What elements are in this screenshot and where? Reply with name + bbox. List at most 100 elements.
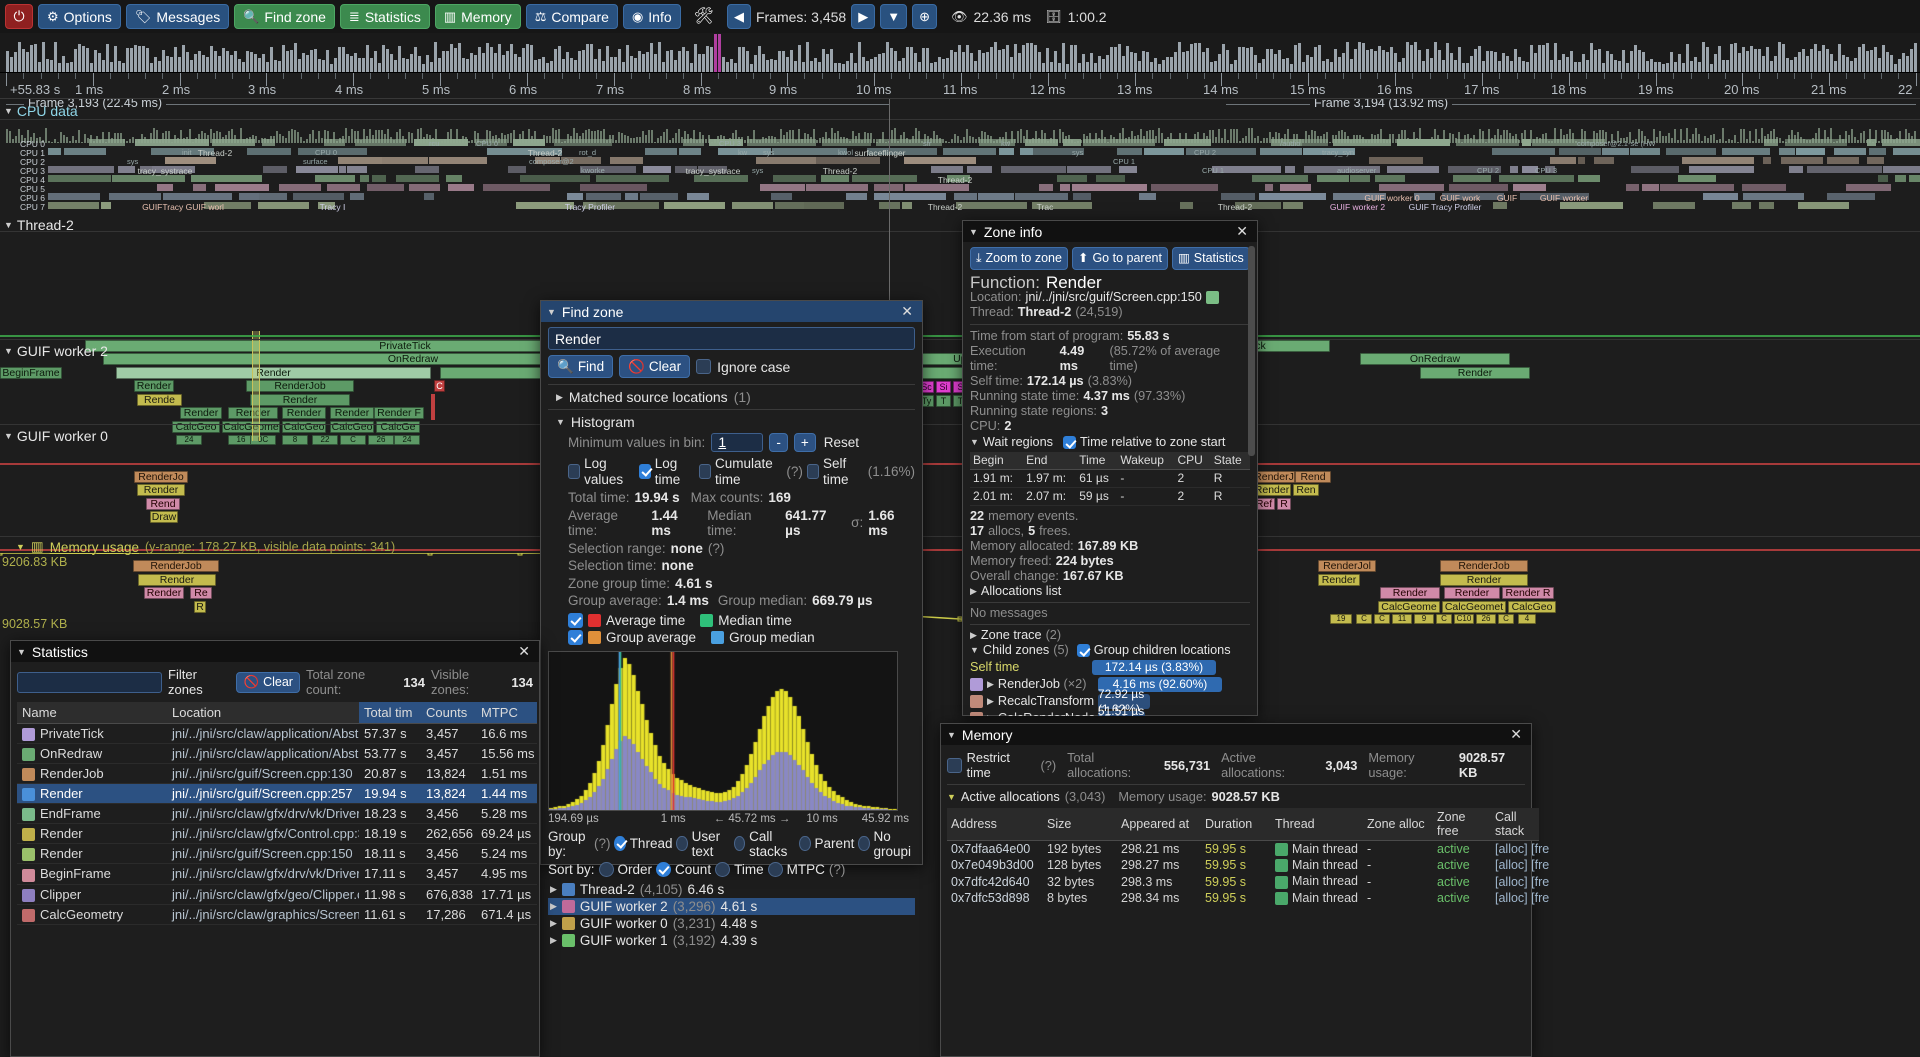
cpu-band[interactable] <box>1453 175 1491 182</box>
timeline-zone-small[interactable]: C <box>1498 614 1514 624</box>
memory-row[interactable]: 0x7dfc53d898 8 bytes 298.34 ms 59.95 s Main … <box>947 890 1549 906</box>
timeline-zone[interactable]: Render <box>134 380 174 392</box>
cpu-band[interactable] <box>1397 139 1450 146</box>
cpu-band[interactable] <box>1742 184 1786 191</box>
cpu-band[interactable] <box>513 139 545 146</box>
find-zone-button[interactable]: 🔍 Find zone <box>234 4 335 29</box>
restrict-time-checkbox[interactable] <box>947 757 962 773</box>
cpu-band[interactable] <box>1878 175 1888 182</box>
zone-location-cell[interactable]: jni/../jni/src/claw/gfx/Control.cpp:346 <box>167 823 359 845</box>
caret-right-icon[interactable]: ▶ <box>987 711 994 716</box>
caret-right-icon[interactable]: ▶ <box>550 883 557 894</box>
memory-usage-graph[interactable]: ▼ ▥ Memory usage (y-range: 178.27 KB, vi… <box>0 539 1920 635</box>
find-zone-group-row[interactable]: ▶ Thread-2 (4,105) 6.46 s <box>548 881 915 898</box>
cumulate-time-hint[interactable]: (?) <box>786 463 803 479</box>
cpu-band[interactable] <box>1235 202 1281 209</box>
cpu-band[interactable] <box>771 193 792 200</box>
options-button[interactable]: ⚙ Options <box>38 4 121 29</box>
close-icon[interactable]: ✕ <box>901 303 913 319</box>
cpu-band[interactable] <box>1387 166 1439 173</box>
timeline-zone-small[interactable]: C <box>1436 614 1452 624</box>
sort-by-mtpc-radio[interactable] <box>767 861 783 877</box>
memory-table-header[interactable]: Address Size Appeared at Duration Thread Zone… <box>947 808 1539 841</box>
info-button[interactable]: ◉ Info <box>622 4 681 29</box>
cpu-band[interactable] <box>1350 175 1370 182</box>
cpu-band[interactable] <box>1550 157 1576 164</box>
center-view-button[interactable]: ⊕ <box>912 4 937 29</box>
find-zone-search-input[interactable]: Render <box>548 327 915 350</box>
tools-button[interactable]: 🛠 <box>686 4 722 29</box>
timeline-zone[interactable]: R <box>1277 498 1291 510</box>
timeline-zone[interactable]: Render <box>1444 587 1500 599</box>
cpu-band[interactable] <box>683 139 704 146</box>
section-guif-worker-2[interactable]: ▼ GUIF worker 2 <box>4 343 108 359</box>
timeline-zone[interactable]: Render <box>1253 484 1291 496</box>
caret-right-icon[interactable]: ▶ <box>987 696 994 706</box>
statistics-row[interactable]: RenderJob jni/../jni/src/guif/Screen.cpp:… <box>17 763 537 785</box>
cpu-band[interactable] <box>904 157 976 164</box>
cpu-band[interactable] <box>821 175 849 182</box>
reset-button[interactable]: Reset <box>823 434 859 450</box>
group-by-no-grouping-radio[interactable] <box>858 836 870 851</box>
cpu-band[interactable] <box>48 202 99 209</box>
zone-location-cell[interactable]: jni/../jni/src/claw/application/Abstract… <box>167 723 359 745</box>
cpu-band[interactable] <box>1001 166 1066 173</box>
cpu-band[interactable] <box>296 166 338 173</box>
go-to-parent-button[interactable]: ⬆ Go to parent <box>1071 247 1168 270</box>
cpu-band[interactable] <box>874 193 946 200</box>
cpu-band[interactable] <box>874 184 903 191</box>
cpu-band[interactable] <box>1493 202 1507 209</box>
cpu-band[interactable] <box>1139 193 1156 200</box>
caret-down-icon[interactable]: ▼ <box>970 437 979 447</box>
cpu-band[interactable] <box>152 166 195 173</box>
timeline-zone[interactable]: RenderJ <box>1253 471 1295 483</box>
cpu-band[interactable] <box>1779 148 1795 155</box>
memory-address-cell[interactable]: 0x7dfaa64e00 <box>951 842 1031 857</box>
timeline-zone-small[interactable]: C10 <box>1454 614 1474 624</box>
caret-down-icon[interactable]: ▼ <box>969 226 978 237</box>
timeline-zone[interactable]: Render <box>1440 574 1528 586</box>
cpu-band[interactable] <box>259 193 287 200</box>
cpu-band[interactable] <box>943 148 996 155</box>
cpu-band[interactable] <box>1096 175 1125 182</box>
cpu-band[interactable] <box>263 166 287 173</box>
zone-info-window[interactable]: ▼ Zone info ✕ ⤓ Zoom to zone ⬆ Go to paren… <box>962 220 1258 716</box>
cpu-band[interactable] <box>1867 157 1884 164</box>
frame-header[interactable]: Frame 3,193 (22.45 ms) <box>6 99 890 113</box>
timeline-zone-small[interactable]: Si <box>936 381 951 393</box>
close-icon[interactable]: ✕ <box>1236 223 1248 239</box>
cpu-band[interactable] <box>1186 148 1256 155</box>
cpu-band[interactable] <box>1759 202 1774 209</box>
cpu-band[interactable] <box>1642 184 1659 191</box>
timeline-zone[interactable]: Rende <box>137 394 182 406</box>
cpu-band[interactable] <box>1144 148 1184 155</box>
statistics-button[interactable]: ≣ Statistics <box>339 4 430 29</box>
memory-header-cell[interactable]: Call stack <box>1491 808 1539 841</box>
cpu-band[interactable] <box>1722 148 1770 155</box>
timeline-zone-small[interactable]: C <box>340 435 366 445</box>
cpu-band[interactable] <box>215 184 269 191</box>
timeline-zone[interactable]: RenderJol <box>1318 560 1376 572</box>
caret-down-icon[interactable]: ▼ <box>947 791 956 802</box>
caret-right-icon[interactable]: ▶ <box>556 391 563 402</box>
statistics-titlebar[interactable]: ▼ Statistics ✕ <box>11 641 539 662</box>
memory-table[interactable]: Address Size Appeared at Duration Thread Zone… <box>947 808 1549 906</box>
cpu-band[interactable] <box>687 193 709 200</box>
matched-source-locations-row[interactable]: ▶ Matched source locations (1) <box>548 389 915 405</box>
memory-address-cell[interactable]: 0x7dfc53d898 <box>951 890 1030 905</box>
time-relative-checkbox[interactable] <box>1062 436 1076 449</box>
cpu-band[interactable] <box>806 184 868 191</box>
cpu-band[interactable] <box>775 202 804 209</box>
cpu-band[interactable] <box>338 157 382 164</box>
timeline-zone-small[interactable]: 24 <box>394 435 420 445</box>
memory-address-cell[interactable]: 0x7e049b3d00 <box>951 858 1034 873</box>
cpu-band[interactable] <box>772 148 847 155</box>
timeline-zone[interactable]: Draw <box>150 511 178 523</box>
cpu-band[interactable] <box>1067 166 1111 173</box>
log-values-checkbox[interactable] <box>568 464 581 479</box>
cpu-band[interactable] <box>483 184 550 191</box>
cpu-band[interactable] <box>372 175 386 182</box>
cpu-band[interactable] <box>1333 139 1391 146</box>
wait-row[interactable]: 1.91 m: 1.97 m: 61 µs -2 R <box>970 469 1250 488</box>
cpu-band[interactable] <box>1578 157 1585 164</box>
